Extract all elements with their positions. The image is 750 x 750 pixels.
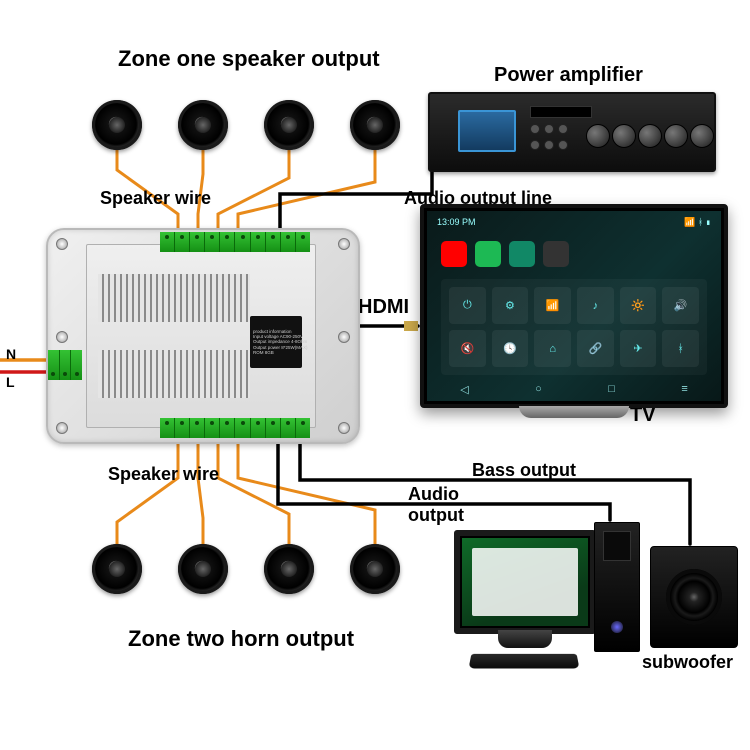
tv-time: 13:09 PM bbox=[437, 217, 476, 228]
tv-qs-icon: 🔆 bbox=[620, 287, 657, 324]
product-info-label: product information Input voltage AC90-2… bbox=[250, 316, 302, 368]
heatsink-vent-bottom bbox=[98, 350, 250, 398]
terminal-strip-power bbox=[48, 350, 82, 380]
zone1-speaker-1 bbox=[92, 100, 142, 150]
tv-app-browser bbox=[509, 241, 535, 267]
zone2-speaker-1 bbox=[92, 544, 142, 594]
speaker-wire-top-label: Speaker wire bbox=[100, 188, 211, 209]
tv-qs-icon: ⏻ bbox=[449, 287, 486, 324]
tv-app-youtube bbox=[441, 241, 467, 267]
tv-qs-icon: ⌂ bbox=[534, 330, 571, 367]
tv-nav-icon: ◁ bbox=[460, 383, 468, 396]
zone2-speaker-4 bbox=[350, 544, 400, 594]
tv-nav-icon: ≡ bbox=[681, 383, 687, 395]
pc-keyboard bbox=[469, 654, 580, 669]
hdmi-label: HDMI bbox=[358, 296, 409, 319]
pc-tower bbox=[594, 522, 640, 652]
pc-monitor bbox=[454, 530, 596, 634]
tv-app-music bbox=[543, 241, 569, 267]
zone2-title: Zone two horn output bbox=[128, 626, 354, 652]
poweramp-screen bbox=[458, 110, 516, 152]
zone1-title: Zone one speaker output bbox=[118, 46, 380, 72]
tv-qs-icon: ⚙ bbox=[492, 287, 529, 324]
tv: 13:09 PM 📶 ᚼ ▮ ⏻⚙📶♪🔆🔊 🔇🕓⌂🔗✈ᚼ ◁ ○ □ ≡ bbox=[420, 204, 728, 408]
audio-output-label: Audio output bbox=[408, 484, 464, 526]
power-l-label: L bbox=[6, 374, 15, 390]
power-n-label: N bbox=[6, 346, 16, 362]
zone1-speaker-3 bbox=[264, 100, 314, 150]
subwoofer bbox=[650, 546, 738, 648]
speaker-wire-bottom-label: Speaker wire bbox=[108, 464, 219, 485]
poweramp-controls bbox=[530, 102, 704, 162]
tv-qs-icon: 🔇 bbox=[449, 330, 486, 367]
tv-qs-icon: 🕓 bbox=[492, 330, 529, 367]
tv-statusbar: 13:09 PM 📶 ᚼ ▮ bbox=[437, 217, 711, 228]
tv-settings-panel: ⏻⚙📶♪🔆🔊 🔇🕓⌂🔗✈ᚼ bbox=[441, 279, 707, 375]
subwoofer-label: subwoofer bbox=[642, 652, 733, 673]
zone1-speaker-2 bbox=[178, 100, 228, 150]
zone1-speaker-4 bbox=[350, 100, 400, 150]
poweramp-title: Power amplifier bbox=[494, 64, 643, 87]
tv-qs-icon: ᚼ bbox=[662, 330, 699, 367]
terminal-strip-zone1 bbox=[160, 232, 310, 252]
tv-screen: 13:09 PM 📶 ᚼ ▮ ⏻⚙📶♪🔆🔊 🔇🕓⌂🔗✈ᚼ ◁ ○ □ ≡ bbox=[427, 211, 721, 401]
wall-amplifier-rear: product information Input voltage AC90-2… bbox=[46, 228, 360, 444]
tv-status-icons: 📶 ᚼ ▮ bbox=[684, 217, 711, 228]
terminal-strip-zone2 bbox=[160, 418, 310, 438]
zone2-speaker-3 bbox=[264, 544, 314, 594]
tv-app-spotify bbox=[475, 241, 501, 267]
tv-navbar: ◁ ○ □ ≡ bbox=[427, 381, 721, 397]
tv-qs-icon: 🔊 bbox=[662, 287, 699, 324]
tv-nav-icon: □ bbox=[608, 383, 615, 395]
power-amplifier bbox=[428, 92, 716, 172]
tv-nav-icon: ○ bbox=[535, 383, 542, 395]
tv-qs-icon: ✈ bbox=[620, 330, 657, 367]
bass-output-label: Bass output bbox=[472, 460, 576, 481]
tv-qs-icon: 📶 bbox=[534, 287, 571, 324]
heatsink-vent-top bbox=[98, 274, 250, 322]
tv-qs-icon: 🔗 bbox=[577, 330, 614, 367]
zone2-speaker-2 bbox=[178, 544, 228, 594]
tv-qs-icon: ♪ bbox=[577, 287, 614, 324]
tv-app-row bbox=[441, 241, 569, 267]
